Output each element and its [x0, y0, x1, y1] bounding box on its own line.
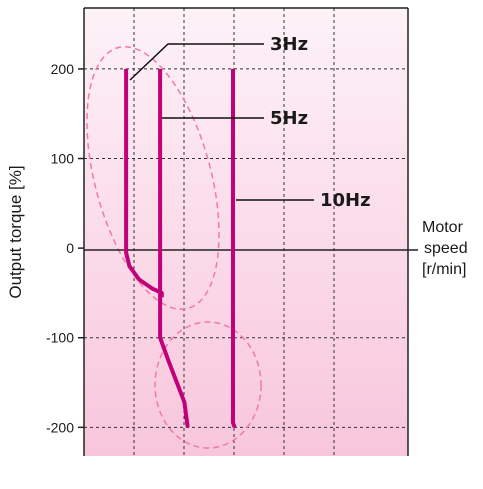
y-ticks: 200 100 0 -100 -200 [46, 61, 84, 435]
y-tick-label: 0 [66, 240, 74, 256]
plot-area [84, 8, 408, 456]
series-line-10hz [231, 68, 237, 429]
x-axis-label-line3: [r/min] [422, 261, 466, 278]
series-label-3hz: 3Hz [270, 34, 308, 55]
y-tick-label: -200 [46, 419, 74, 435]
highlight-ellipse [86, 45, 220, 311]
leader-line-3hz [129, 43, 264, 81]
y-tick-label: 100 [51, 151, 75, 167]
y-tick-label: 200 [51, 61, 75, 77]
y-axis-label: Output torque [%] [6, 165, 25, 298]
highlight-ellipses [86, 45, 262, 449]
x-axis-label-line1: Motor [422, 219, 464, 236]
series-labels: 3Hz 5Hz 10Hz [129, 34, 371, 211]
highlight-ellipse [154, 321, 262, 449]
x-axis-label-line2: speed [424, 240, 468, 257]
series-line-5hz [158, 68, 190, 428]
series-label-5hz: 5Hz [270, 108, 308, 129]
y-tick-label: -100 [46, 330, 74, 346]
series-label-10hz: 10Hz [320, 190, 371, 211]
series-lines [124, 68, 237, 429]
